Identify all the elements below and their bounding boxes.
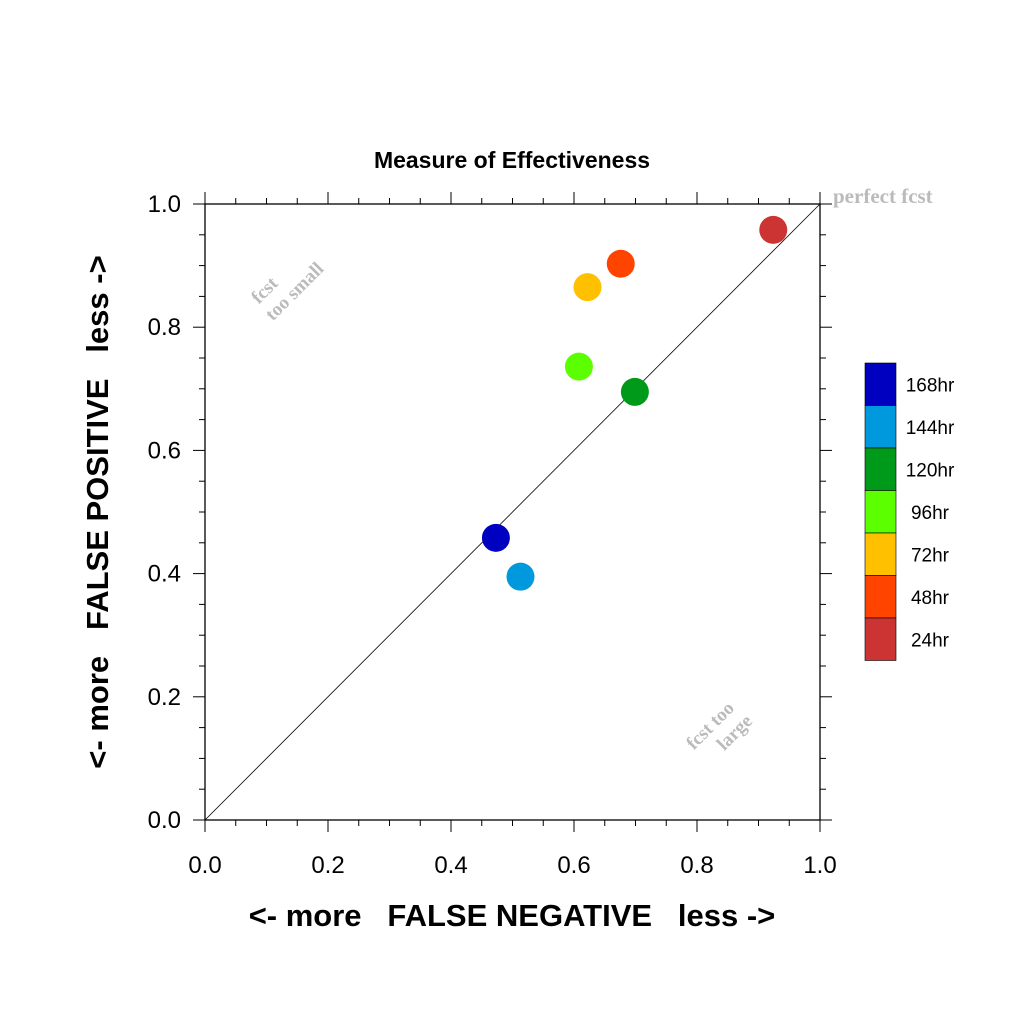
legend-label-168hr: 168hr (906, 375, 955, 396)
x-tick-label: 1.0 (803, 852, 836, 879)
legend-swatch-96hr (864, 490, 897, 534)
too-large-annotation: fcst too large (682, 694, 757, 769)
point-168hr (481, 523, 510, 552)
point-120hr (620, 377, 649, 406)
perfect-fcst-annotation: perfect fcst (833, 184, 933, 208)
legend-swatch-48hr (864, 575, 897, 619)
point-96hr (564, 352, 593, 381)
x-tick-label: 0.2 (311, 852, 344, 879)
y-tick-label: 1.0 (148, 191, 181, 218)
x-tick-label: 0.8 (680, 852, 713, 879)
x-tick-label: 0.4 (434, 852, 467, 879)
data-points (481, 215, 788, 591)
legend-label-120hr: 120hr (906, 460, 955, 481)
too-small-annotation: fcst too small (246, 243, 328, 325)
diagonal-line (204, 203, 821, 821)
legend-label-24hr: 24hr (911, 630, 950, 651)
tick-marks (193, 192, 832, 832)
point-48hr (606, 249, 635, 278)
y-tick-label: 0.2 (148, 684, 181, 711)
y-tick-label: 0.6 (148, 437, 181, 464)
y-tick-label: 0.0 (148, 807, 181, 834)
point-72hr (573, 273, 602, 302)
point-144hr (506, 562, 535, 591)
y-tick-label: 0.4 (148, 561, 181, 588)
x-axis-label: <- more FALSE NEGATIVE less -> (249, 898, 776, 933)
x-tick-label: 0.0 (188, 852, 221, 879)
legend-label-96hr: 96hr (911, 503, 950, 524)
legend-swatch-144hr (864, 405, 897, 449)
tick-labels: 0.0 0.2 0.4 0.6 0.8 1.0 0.0 0.2 0.4 0.6 0.8 1.0 (148, 191, 837, 879)
annotations: perfect fcst fcst too small fcst too lar… (246, 184, 933, 769)
legend-swatch-168hr (864, 362, 897, 406)
legend-label-144hr: 144hr (906, 418, 955, 439)
chart-title: Measure of Effectiveness (374, 147, 650, 173)
legend-swatch-24hr (864, 617, 897, 661)
legend-swatch-72hr (864, 532, 897, 576)
point-24hr (759, 215, 788, 244)
y-axis-label: <- more FALSE POSITIVE less -> (80, 255, 115, 768)
legend-label-72hr: 72hr (911, 545, 950, 566)
legend-label-48hr: 48hr (911, 588, 950, 609)
legend: 168hr 144hr 120hr 96hr 72hr 48hr 24hr (864, 362, 955, 661)
x-tick-label: 0.6 (557, 852, 590, 879)
legend-swatch-120hr (864, 447, 897, 491)
y-tick-label: 0.8 (148, 314, 181, 341)
